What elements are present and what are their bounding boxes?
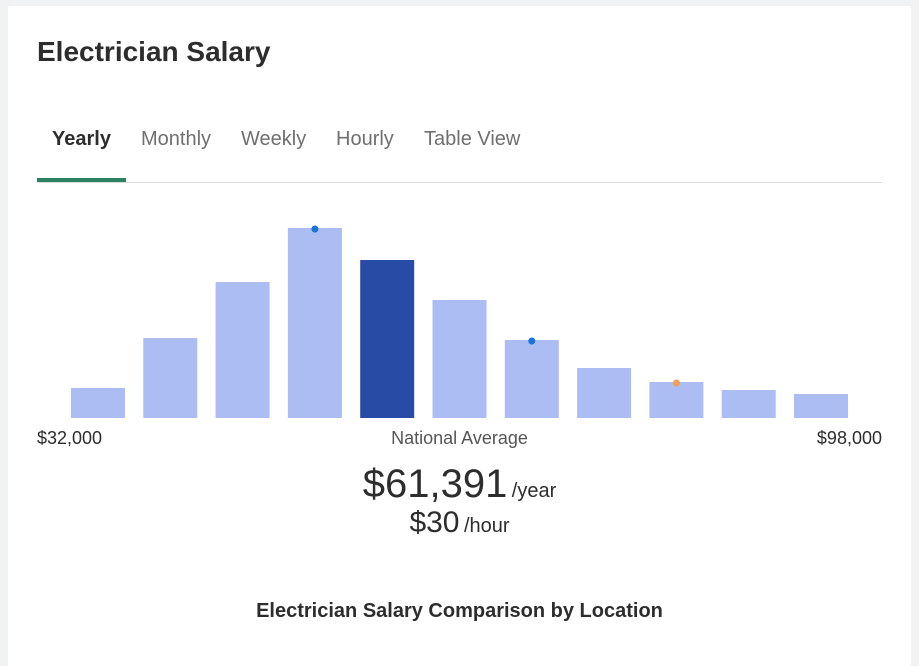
tab-table-view[interactable]: Table View [424, 128, 521, 150]
bar-2[interactable] [215, 282, 270, 418]
axis-min-label: $32,000 [37, 428, 103, 448]
salary-distribution-chart [71, 225, 848, 418]
bar-8[interactable] [649, 382, 704, 418]
bar-3[interactable] [287, 228, 342, 418]
axis-max-label: $98,000 [816, 428, 882, 448]
bar-6[interactable] [504, 340, 559, 418]
tab-hourly[interactable]: Hourly [336, 128, 394, 150]
bar-0[interactable] [71, 388, 125, 418]
page-title: Electrician Salary [37, 36, 271, 67]
period-tabs: Yearly Monthly Weekly Hourly Table View [37, 116, 882, 183]
tab-monthly[interactable]: Monthly [141, 128, 212, 150]
bar-7[interactable] [577, 368, 632, 418]
bar-9[interactable] [721, 390, 776, 418]
bar-marker-2 [672, 379, 680, 387]
average-hourly-unit: /hour [463, 515, 510, 537]
average-yearly-value: $61,391 [362, 462, 508, 506]
tab-weekly[interactable]: Weekly [241, 128, 307, 150]
average-yearly-unit: /year [511, 480, 557, 502]
average-hourly: $30 /hour [8, 506, 911, 540]
average-hourly-value: $30 [409, 506, 460, 539]
tab-yearly[interactable]: Yearly [52, 128, 111, 150]
bar-10[interactable] [794, 394, 848, 418]
bar-1[interactable] [143, 338, 198, 418]
bar-4[interactable] [360, 260, 415, 418]
axis-center-label: National Average [391, 428, 528, 448]
bar-marker-0 [311, 225, 319, 233]
location-comparison-title: Electrician Salary Comparison by Locatio… [256, 600, 663, 622]
active-tab-indicator [37, 178, 126, 182]
average-yearly: $61,391 /year [8, 462, 911, 507]
salary-card: Electrician Salary Yearly Monthly Weekly… [8, 6, 911, 666]
bar-marker-1 [528, 337, 536, 345]
bar-5[interactable] [432, 300, 487, 418]
